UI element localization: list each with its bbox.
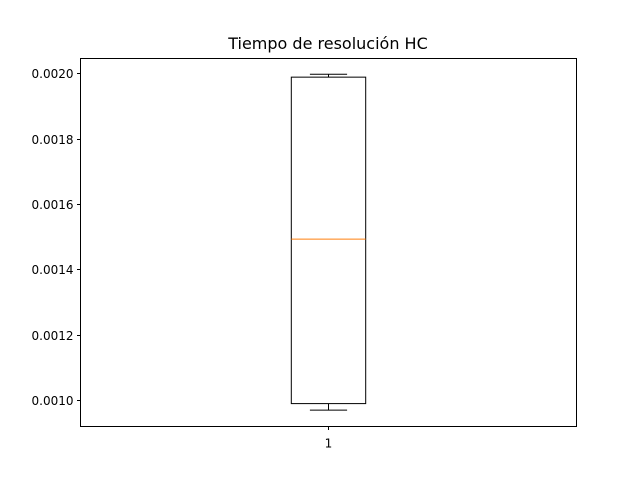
y-tick-label: 0.0014 [32,263,74,277]
box-series [290,73,367,411]
y-tick-label: 0.0020 [32,67,74,81]
y-tick-label: 0.0016 [32,198,74,212]
x-tick-label: 1 [325,437,333,451]
y-tick-label: 0.0010 [32,394,74,408]
y-axis: 0.0010 0.0012 0.0014 0.0016 0.0018 0.0020 [32,67,81,408]
y-tick-label: 0.0018 [32,133,74,147]
plot-area-frame [80,58,577,427]
y-tick-label: 0.0012 [32,329,74,343]
box-iqr [290,76,367,405]
x-axis: 1 [325,426,333,451]
chart-title: Tiempo de resolución HC [227,34,428,53]
